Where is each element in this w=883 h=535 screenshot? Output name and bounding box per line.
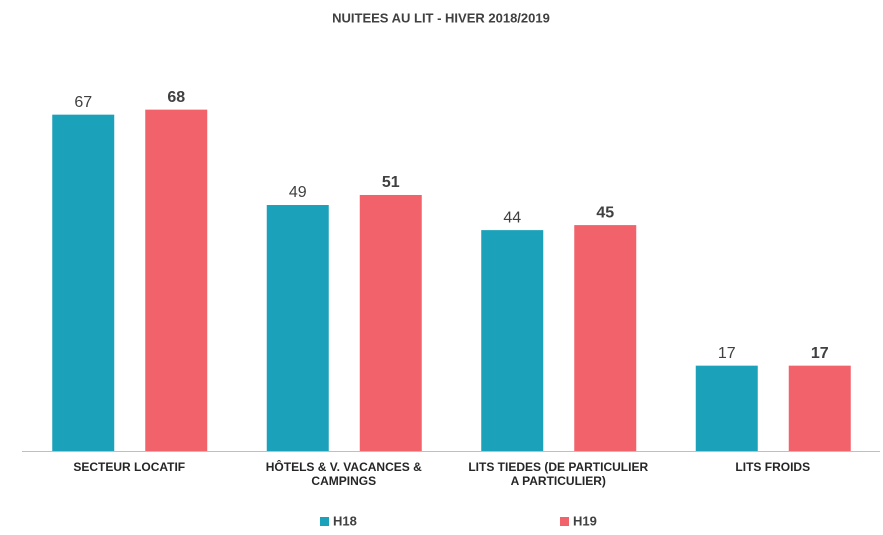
bar — [359, 194, 422, 452]
legend-label: H18 — [333, 513, 357, 528]
bar — [788, 365, 851, 451]
legend-swatch — [320, 517, 329, 526]
value-label: 17 — [811, 345, 829, 362]
x-tick-label: SECTEUR LOCATIF — [73, 460, 186, 474]
bar — [145, 109, 208, 451]
value-label: 49 — [289, 184, 307, 201]
bar — [52, 114, 115, 451]
bar — [574, 225, 637, 451]
x-tick-label: LITS TIEDES (DE PARTICULIER A PARTICULIE… — [468, 460, 649, 488]
x-tick-label: HÔTELS & V. VACANCES & CAMPINGS — [265, 460, 422, 488]
value-label: 17 — [718, 345, 736, 362]
bar — [695, 365, 758, 451]
x-tick-label: LITS FROIDS — [735, 460, 811, 474]
chart-title: NUITEES AU LIT - HIVER 2018/2019 — [332, 10, 550, 25]
bar — [481, 230, 544, 451]
value-label: 44 — [503, 209, 521, 226]
value-label: 45 — [596, 204, 614, 221]
value-label: 51 — [382, 174, 400, 191]
legend-swatch — [560, 517, 569, 526]
bar — [266, 205, 329, 451]
value-label: 67 — [74, 94, 92, 111]
legend-label: H19 — [573, 513, 597, 528]
value-label: 68 — [167, 89, 185, 106]
